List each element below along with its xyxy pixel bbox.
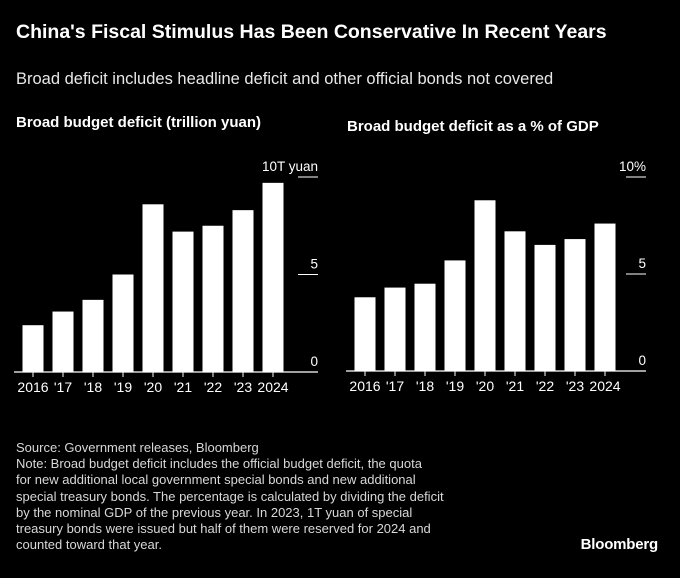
x-tick-label: '22 [204,379,222,395]
note-line: special treasury bonds. The percentage i… [16,488,444,504]
left-panel-title: Broad budget deficit (trillion yuan) [16,114,261,131]
note-line: by the nominal GDP of the previous year.… [16,504,413,520]
source-note: Source: Government releases, Bloomberg N… [16,440,576,553]
x-tick-label: 2016 [17,379,48,395]
bar [444,260,466,371]
bar [112,274,134,372]
bar [504,231,526,371]
bar [202,225,224,372]
x-tick-label: '19 [114,379,132,395]
bar [172,231,194,372]
bar [232,210,254,372]
bar [474,200,496,371]
deficit-gdp-chart: 10% 5 0 2016 '17 '18 '19 '20 '21 '22 '23 2024 [346,159,646,394]
note-line: for new additional local government spec… [16,472,416,488]
x-tick-label: '18 [84,379,102,395]
note-line: treasury bonds were issued but half of t… [16,521,431,537]
y-tick-label: 0 [638,353,646,368]
bar [52,311,74,372]
chart-title: China's Fiscal Stimulus Has Been Conserv… [16,21,607,43]
bar [262,182,284,372]
y-tick-label: 5 [638,256,646,271]
x-tick-label: '20 [144,379,162,395]
y-tick-label: 5 [310,257,318,272]
note-line: Note: Broad budget deficit includes the … [16,456,422,472]
x-tick-label: '19 [446,378,464,394]
bar [534,244,556,371]
x-tick-label: 2024 [589,378,620,394]
bar [594,223,616,371]
x-tick-label: '17 [54,379,72,395]
bar [142,204,164,372]
x-tick-label: '21 [174,379,192,395]
y-tick-label: 10% [619,159,646,174]
bar [82,299,104,372]
right-panel-title: Broad budget deficit as a % of GDP [347,118,599,135]
x-tick-label: '20 [476,378,494,394]
bar [384,287,406,371]
x-tick-label: '21 [506,378,524,394]
source-line: Source: Government releases, Bloomberg [16,440,259,455]
x-tick-label: '22 [536,378,554,394]
x-tick-label: '18 [416,378,434,394]
bar [22,325,44,372]
note-line: counted toward that year. [16,537,162,553]
y-tick-label: 0 [310,354,318,369]
x-tick-label: '17 [386,378,404,394]
bar [564,239,586,371]
x-tick-label: '23 [566,378,584,394]
x-tick-label: '23 [234,379,252,395]
bar [414,283,436,371]
x-tick-label: 2016 [349,378,380,394]
bar [354,297,376,371]
chart-subtitle: Broad deficit includes headline deficit … [16,70,554,88]
y-tick-label: 10T yuan [262,159,318,174]
deficit-trillion-chart: 10T yuan 5 0 2016 '17 '18 '19 '20 '21 '22 '23 2024 [14,159,318,395]
bloomberg-logo: Bloomberg [580,536,659,553]
x-tick-label: 2024 [257,379,288,395]
